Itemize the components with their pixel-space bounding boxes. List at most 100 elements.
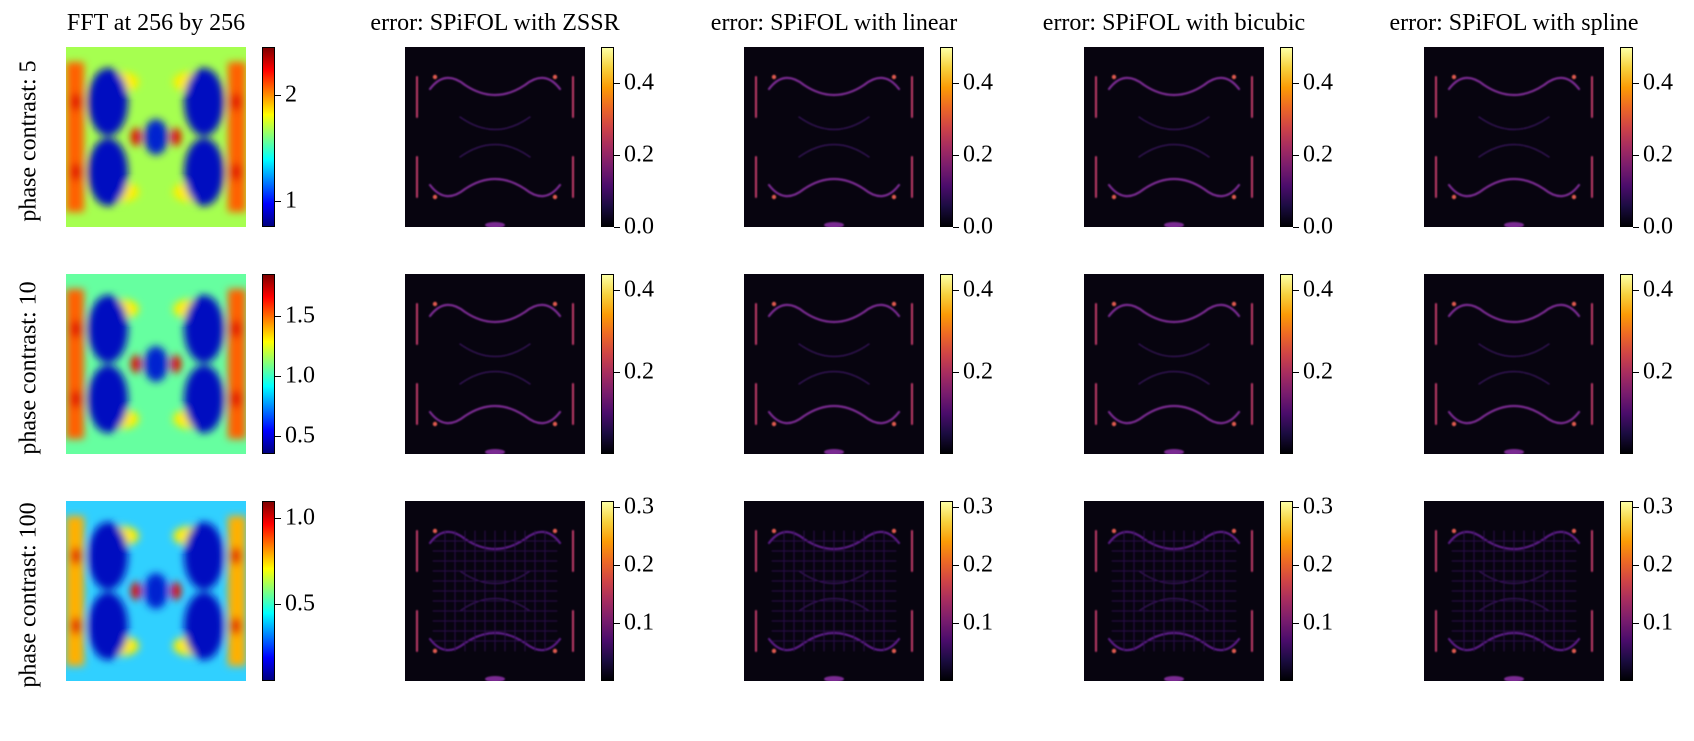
colorbar-tick-label: 0.0 (624, 213, 654, 240)
error-inner-curve (459, 144, 531, 158)
colorbar-tick (1633, 227, 1639, 228)
heatmap-peak-spot (231, 547, 241, 565)
colorbar-tick-label: 0.5 (285, 422, 315, 449)
colorbar-tick (953, 83, 959, 84)
heatmap-edge-band (228, 62, 246, 212)
colorbar-tick (275, 518, 281, 519)
error-arc (767, 178, 901, 198)
colorbar (1620, 47, 1633, 227)
error-hot-spot (432, 74, 438, 80)
error-hot-spot (1571, 528, 1577, 534)
colorbar-tick-label: 0.2 (624, 141, 654, 168)
heatmap-peak-spot (131, 128, 141, 146)
error-hot-spot (1451, 301, 1457, 307)
error-hot-spot (552, 528, 558, 534)
colorbar-tick-label: 0.2 (1643, 358, 1673, 385)
colorbar (262, 47, 275, 227)
error-hot-spot (552, 421, 558, 427)
colorbar-tick (1293, 507, 1299, 508)
error-hot-spot (891, 301, 897, 307)
colorbar-tick (1633, 83, 1639, 84)
heatmap-low-lobe (184, 365, 224, 433)
heatmap-center-low (144, 573, 168, 609)
error-hot-spot (771, 301, 777, 307)
heatmap-center-low (144, 346, 168, 382)
colorbar-tick (275, 95, 281, 96)
colorbar-tick-label: 0.4 (1643, 69, 1673, 96)
heatmap-image (1084, 47, 1264, 227)
colorbar (262, 274, 275, 454)
heatmap-panel (744, 47, 924, 227)
colorbar-tick-label: 0.0 (1303, 213, 1333, 240)
row-label: phase contrast: 10 (15, 281, 42, 455)
colorbar (1280, 501, 1293, 681)
colorbar-tick-label: 0.4 (1303, 69, 1333, 96)
colorbar-tick (614, 290, 620, 291)
heatmap-peak-spot (171, 355, 181, 373)
error-hot-spot (1451, 421, 1457, 427)
error-bottom-blob (824, 449, 844, 454)
heatmap-peak-spot (231, 163, 241, 181)
heatmap-edge-band (228, 516, 246, 666)
error-hot-spot (1451, 194, 1457, 200)
error-map-background (1084, 274, 1264, 454)
error-arc (1447, 76, 1581, 96)
heatmap-image (744, 47, 924, 227)
heatmap-peak-spot (71, 93, 81, 111)
colorbar-tick-label: 1.0 (285, 362, 315, 389)
error-hot-spot (1231, 421, 1237, 427)
column-title: error: SPiFOL with linear (710, 10, 958, 36)
column-title: error: SPiFOL with bicubic (1042, 10, 1306, 36)
error-hot-spot (432, 528, 438, 534)
error-hot-spot (771, 194, 777, 200)
colorbar-tick-label: 0.2 (624, 358, 654, 385)
colorbar-tick (275, 436, 281, 437)
heatmap-panel (1424, 274, 1604, 454)
error-arc (1107, 178, 1241, 198)
colorbar (940, 274, 953, 454)
colorbar-tick-label: 0.1 (1643, 609, 1673, 636)
colorbar (601, 501, 614, 681)
error-hot-spot (1111, 74, 1117, 80)
colorbar-tick (614, 565, 620, 566)
error-hot-spot (771, 528, 777, 534)
error-hot-spot (1451, 648, 1457, 654)
colorbar-tick-label: 0.4 (1643, 276, 1673, 303)
error-inner-curve (1138, 371, 1210, 385)
colorbar-tick (1293, 623, 1299, 624)
error-map-background (744, 47, 924, 227)
heatmap-low-lobe (88, 138, 128, 206)
colorbar-tick (614, 155, 620, 156)
colorbar-tick (953, 565, 959, 566)
colorbar-tick-label: 0.0 (1643, 213, 1673, 240)
colorbar (601, 274, 614, 454)
error-bottom-blob (485, 449, 505, 454)
heatmap-image (744, 274, 924, 454)
heatmap-low-lobe (184, 68, 224, 136)
error-hot-spot (1111, 194, 1117, 200)
error-hot-spot (1231, 648, 1237, 654)
colorbar-tick-label: 0.3 (963, 493, 993, 520)
error-bottom-blob (1504, 676, 1524, 681)
heatmap-peak-spot (71, 390, 81, 408)
heatmap-panel (1424, 47, 1604, 227)
error-hot-spot (552, 194, 558, 200)
heatmap-peak-spot (71, 547, 81, 565)
error-inner-curve (798, 144, 870, 158)
error-hot-spot (1111, 421, 1117, 427)
colorbar-tick (1633, 290, 1639, 291)
error-hot-spot (1571, 421, 1577, 427)
colorbar-tick (275, 316, 281, 317)
colorbar-tick-label: 0.4 (963, 69, 993, 96)
heatmap-image (1424, 47, 1604, 227)
error-hot-spot (1111, 528, 1117, 534)
heatmap-low-lobe (184, 295, 224, 363)
colorbar-tick (614, 623, 620, 624)
error-inner-curve (1478, 371, 1550, 385)
colorbar-tick-label: 0.2 (1643, 141, 1673, 168)
error-hot-spot (771, 421, 777, 427)
heatmap-panel (744, 501, 924, 681)
colorbar-tick (1293, 290, 1299, 291)
error-inner-curve (1138, 343, 1210, 357)
error-arc (428, 178, 562, 198)
